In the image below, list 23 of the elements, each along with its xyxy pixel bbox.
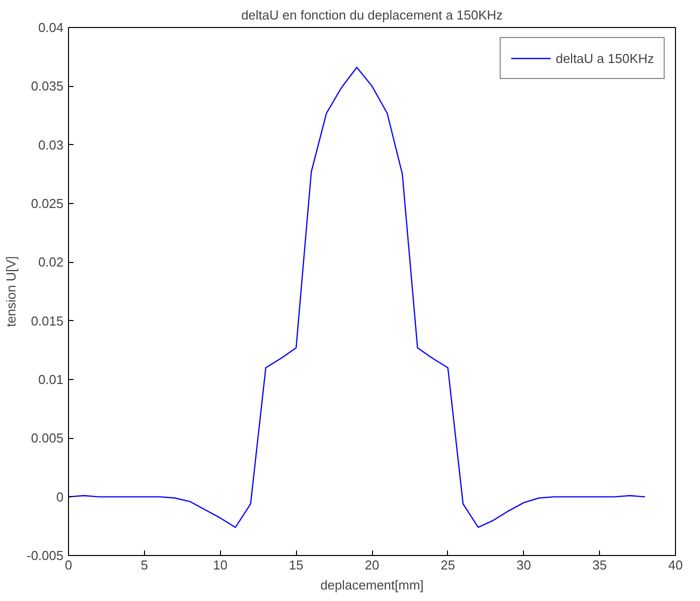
x-tick-label: 25	[440, 558, 456, 572]
y-tick-label: 0.01	[38, 372, 64, 387]
chart-title: deltaU en fonction du deplacement a 150KHz	[241, 8, 503, 22]
line-series	[68, 66, 646, 528]
x-tick-label: 15	[288, 558, 304, 572]
y-tick-label: -0.005	[26, 548, 64, 563]
x-tick-label: 30	[516, 558, 531, 572]
y-tick-label: 0.04	[38, 20, 64, 35]
y-tick-label: 0.005	[30, 430, 64, 446]
x-tick-label: 10	[213, 558, 228, 572]
x-tick-label: 5	[140, 558, 148, 572]
x-tick-label: 40	[668, 558, 683, 572]
y-tick-label: 0.025	[30, 196, 64, 211]
x-axis-title: deplacement[mm]	[320, 578, 424, 592]
y-tick-label: 0.02	[38, 254, 64, 270]
y-tick-label: 0.015	[30, 313, 64, 328]
y-axis-title: tension U[V]	[4, 256, 19, 327]
legend-label: deltaU a 150KHz	[556, 50, 654, 66]
x-tick-label: 35	[592, 558, 607, 572]
y-tick-label: 0.035	[30, 78, 64, 94]
x-tick-label: 20	[364, 558, 380, 572]
y-tick-label: 0.03	[38, 137, 64, 152]
y-tick-label: 0	[56, 489, 64, 504]
